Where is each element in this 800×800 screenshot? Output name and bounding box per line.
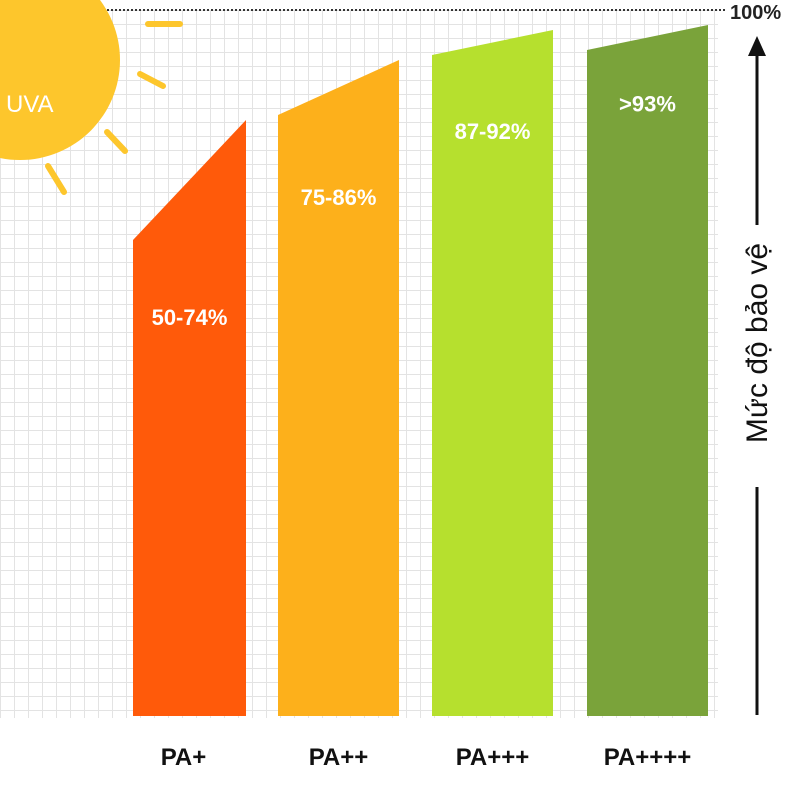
bar-papppp [587,25,708,716]
y-max-label: 100% [730,2,782,24]
category-label: PA++ [309,744,369,771]
bar-value-label: 50-74% [152,305,228,330]
sun-ray [104,129,128,154]
bar-pap [133,120,246,716]
sun-ray [45,163,67,195]
bar-value-label: 75-86% [301,185,377,210]
category-label: PA++++ [604,744,692,771]
bar-value-label: >93% [619,91,676,116]
sun-disc [0,0,120,160]
bar-papp [278,60,399,716]
bar-value-label: 87-92% [455,119,531,144]
category-labels: PA+ PA++ PA+++ PA++++ [161,744,692,771]
sun-icon: UVA [0,0,183,195]
bar-pappp [432,30,553,716]
category-label: PA+ [161,744,207,771]
sun-ray [137,71,166,89]
y-axis [748,36,766,715]
max-dotted-line [0,9,725,11]
bars-group: 50-74% 75-86% 87-92% >93% [133,25,708,716]
sun-label: UVA [6,91,54,118]
y-axis-arrow-icon [748,36,766,56]
category-label: PA+++ [456,744,530,771]
